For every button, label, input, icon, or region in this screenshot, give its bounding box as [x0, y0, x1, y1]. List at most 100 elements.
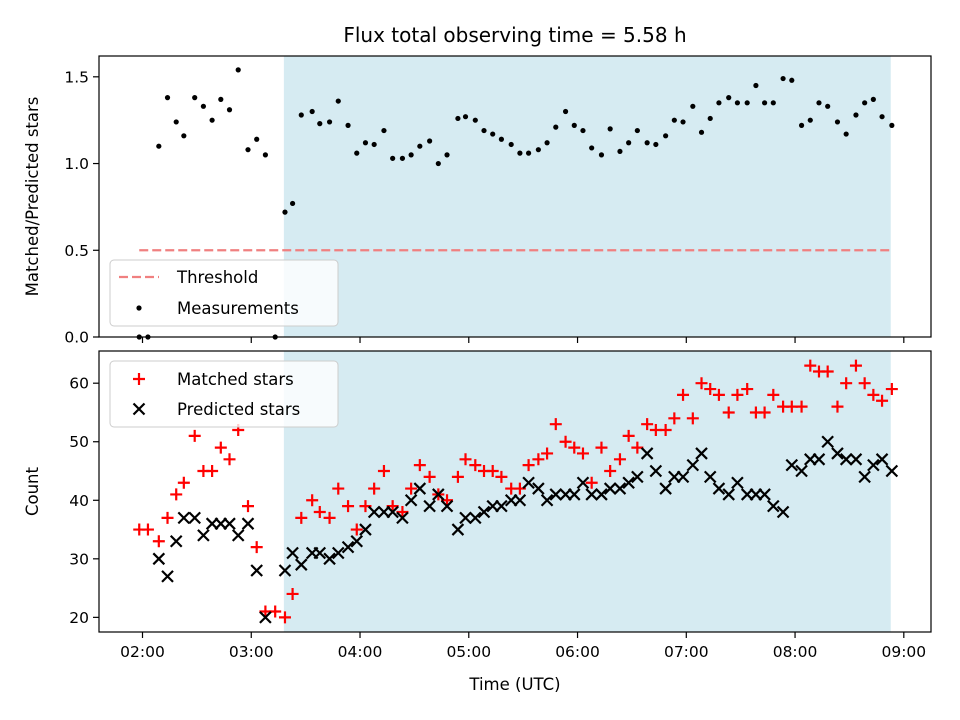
- measurement-point: [490, 131, 496, 137]
- measurement-point: [481, 127, 487, 134]
- x-tick-label: 05:00: [446, 643, 491, 661]
- y-tick-label: 1.5: [64, 68, 89, 86]
- measurement-point: [462, 114, 469, 120]
- measurement-point: [843, 131, 849, 137]
- measurement-point: [562, 108, 569, 115]
- plus-marker: [405, 482, 418, 495]
- plus-marker: [604, 465, 617, 478]
- measurement-point: [535, 147, 541, 153]
- plus-marker: [250, 541, 263, 554]
- plus-marker: [161, 511, 174, 524]
- y-tick-label: 40: [69, 492, 89, 510]
- x-marker: [695, 447, 708, 460]
- plus-marker: [532, 453, 545, 466]
- x-marker: [631, 470, 644, 484]
- x-axis-label: Time (UTC): [468, 675, 560, 694]
- measurement-point: [326, 119, 333, 125]
- plus-marker: [695, 377, 708, 390]
- y-tick-label: 0.0: [64, 329, 89, 347]
- x-marker: [169, 534, 183, 548]
- count-y-ticks: 20 30 40 50 60: [69, 375, 99, 627]
- x-tick-label: 04:00: [338, 643, 383, 661]
- observing-window-span: [283, 56, 891, 337]
- plus-marker: [686, 412, 699, 425]
- x-marker: [522, 476, 535, 489]
- x-marker: [278, 564, 292, 577]
- measurement-point: [663, 133, 669, 139]
- plus-marker: [342, 500, 355, 513]
- measurement-point: [698, 129, 705, 135]
- x-marker: [259, 611, 272, 624]
- x-marker: [785, 458, 799, 472]
- x-marker: [585, 488, 598, 501]
- measurement-point: [371, 141, 377, 148]
- x-marker: [867, 458, 880, 472]
- plus-marker: [278, 611, 291, 624]
- measurement-point: [399, 155, 406, 161]
- plus-marker: [350, 523, 363, 536]
- measurement-point: [753, 82, 759, 89]
- measurement-point: [789, 77, 795, 83]
- measurement-point: [317, 121, 323, 127]
- measurement-point: [254, 136, 260, 142]
- x-marker: [350, 534, 364, 548]
- measurement-point: [164, 95, 171, 101]
- measurement-point: [816, 100, 822, 106]
- measurement-point: [744, 100, 750, 106]
- x-marker: [603, 482, 617, 495]
- x-marker: [241, 517, 255, 530]
- x-tick-label: 02:00: [120, 643, 165, 661]
- measurement-point: [381, 127, 387, 134]
- measurement-point: [226, 107, 233, 113]
- x-marker: [640, 447, 654, 460]
- x-marker: [188, 511, 201, 525]
- plus-marker: [295, 511, 308, 524]
- y-tick-label: 50: [69, 433, 89, 451]
- plus-marker: [622, 429, 635, 442]
- legend-matched-label: Matched stars: [177, 370, 294, 389]
- measurement-point: [716, 100, 722, 106]
- plus-marker: [223, 453, 236, 466]
- x-marker: [613, 482, 627, 495]
- plus-marker: [568, 441, 581, 454]
- measurement-point: [218, 96, 224, 102]
- measurement-point: [626, 140, 632, 146]
- plus-marker: [423, 470, 436, 483]
- measurement-point: [525, 150, 532, 156]
- plus-marker: [177, 476, 190, 489]
- x-marker: [313, 546, 327, 560]
- legend-predicted-label: Predicted stars: [177, 400, 300, 419]
- x-marker: [513, 494, 527, 507]
- plus-marker: [704, 383, 717, 396]
- plus-marker: [549, 418, 562, 431]
- measurement-point: [345, 122, 351, 128]
- plus-marker: [368, 482, 381, 495]
- measurement-point: [825, 103, 831, 109]
- x-marker: [469, 511, 482, 525]
- plus-marker: [332, 482, 345, 495]
- measurement-point: [455, 115, 461, 122]
- plus-marker: [269, 605, 282, 618]
- y-tick-label: 30: [69, 550, 89, 568]
- measurement-point: [634, 127, 640, 134]
- measurement-point: [298, 112, 304, 118]
- count-x-ticks: 02:00 03:00 04:00 05:00 06:00 07:00 08:00 09:00: [120, 632, 926, 661]
- plus-marker: [469, 459, 482, 472]
- plus-marker: [741, 383, 754, 396]
- plus-marker: [849, 359, 862, 372]
- plus-marker: [141, 523, 154, 536]
- plus-marker: [867, 388, 880, 401]
- plus-marker: [876, 394, 889, 407]
- measurement-point: [770, 100, 776, 106]
- x-marker: [622, 476, 635, 489]
- ratio-x-ticks: [141, 337, 905, 343]
- x-marker: [495, 499, 508, 513]
- measurement-point: [617, 148, 623, 155]
- plus-marker: [541, 447, 554, 460]
- chart-title: Flux total observing time = 5.58 h: [343, 23, 686, 47]
- x-marker: [359, 523, 372, 536]
- y-tick-label: 60: [69, 375, 89, 393]
- plus-marker: [170, 488, 183, 501]
- plus-marker: [323, 511, 336, 524]
- plus-marker: [631, 441, 644, 454]
